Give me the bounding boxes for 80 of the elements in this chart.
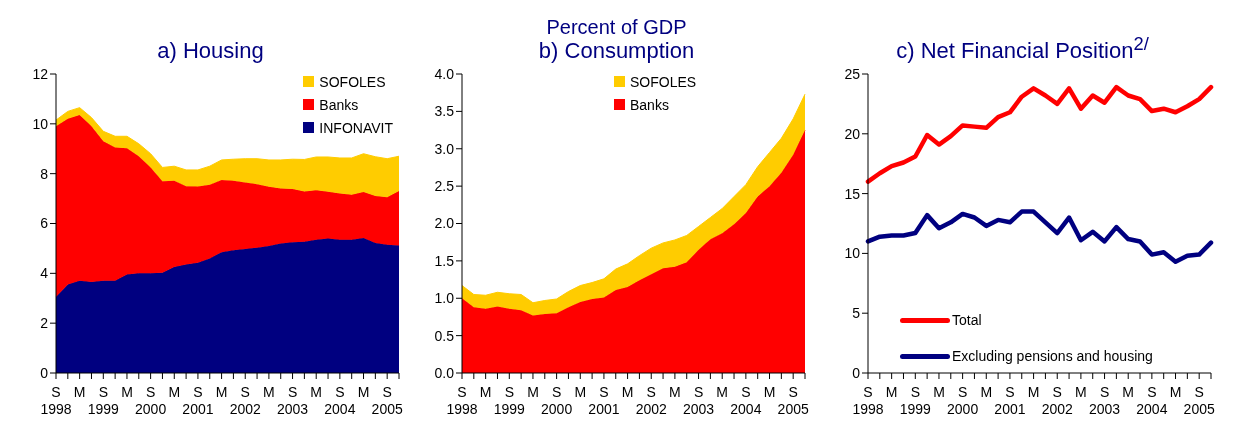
x-tick-label: S 2004 (730, 384, 762, 417)
x-tick-label: M (263, 384, 275, 400)
x-tick-label: M (1027, 384, 1040, 400)
x-tick-label: M (357, 384, 370, 400)
x-tick-label: S 2004 (1136, 384, 1168, 417)
chart-title: a) Housing (156, 38, 265, 64)
x-tick-label: M (763, 384, 776, 400)
y-tick-label: 3.5 (434, 103, 455, 120)
x-tick-label: S 1999 (87, 384, 120, 417)
x-tick-label: M (1169, 384, 1182, 400)
y-tick-label: 0.0 (434, 364, 455, 381)
x-tick-label: M (574, 384, 587, 400)
y-tick-label: 15 (844, 185, 861, 202)
x-tick-label: S 2001 (994, 384, 1026, 417)
x-tick-label: S 2005 (371, 384, 403, 417)
y-tick-label: 12 (32, 65, 49, 82)
y-tick-label: 10 (32, 115, 49, 132)
x-tick-label: S 2002 (635, 384, 668, 417)
text: Percent of GDP (545, 16, 688, 38)
y-tick-label: 3.0 (434, 140, 455, 157)
x-tick-label: S 1999 (493, 384, 526, 417)
chart-title: b) Consumption (537, 38, 696, 64)
x-tick-label: M (121, 384, 133, 400)
legend-label: Excluding pensions and housing (952, 348, 1153, 364)
x-tick-label: M (527, 384, 539, 400)
x-tick-label: S 1999 (899, 384, 932, 417)
y-tick-label: 8 (40, 165, 49, 182)
x-tick-label: M (215, 384, 228, 400)
x-tick-label: S 2005 (777, 384, 809, 417)
x-tick-label: M (621, 384, 634, 400)
y-tick-label: 6 (40, 215, 49, 232)
x-tick-label: S 2001 (588, 384, 620, 417)
y-tick-label: 0 (40, 364, 49, 381)
legend-label: Total (952, 312, 982, 328)
y-tick-label: 2 (40, 315, 49, 332)
y-tick-label: 5 (852, 305, 861, 322)
y-tick-label: 4 (40, 265, 49, 282)
x-tick-label: S 2005 (1183, 384, 1215, 417)
x-tick-label: S 1998 (446, 384, 478, 417)
x-tick-label: S 2004 (324, 384, 356, 417)
x-tick-label: S 2000 (135, 384, 167, 417)
x-tick-label: M (73, 384, 86, 400)
x-tick-label: M (1122, 384, 1135, 400)
y-tick-label: 2.5 (434, 178, 455, 195)
x-tick-label: S 2000 (947, 384, 979, 417)
y-tick-label: 0.5 (434, 327, 455, 344)
y-tick-label: 4.0 (434, 65, 455, 82)
legend-label: INFONAVIT (319, 119, 393, 136)
x-tick-label: S 1998 (852, 384, 884, 417)
y-tick-label: 10 (844, 245, 861, 262)
legend-label: SOFOLES (319, 73, 386, 90)
x-tick-label: M (310, 384, 323, 400)
y-tick-label: 1.0 (434, 290, 455, 307)
x-tick-label: S 1998 (40, 384, 72, 417)
x-tick-label: M (669, 384, 681, 400)
y-tick-label: 2.0 (434, 215, 455, 232)
x-tick-label: M (885, 384, 898, 400)
chart-title: c) Net Financial Position$^{2/}$ (895, 31, 1150, 64)
x-tick-label: S 2002 (1041, 384, 1074, 417)
x-tick-label: M (933, 384, 945, 400)
legend-label: Banks (630, 96, 669, 113)
x-tick-label: S 2001 (182, 384, 214, 417)
x-tick-label: S 2003 (276, 384, 309, 417)
legend-label: Banks (319, 96, 359, 113)
x-tick-label: M (479, 384, 492, 400)
y-tick-label: 1.5 (434, 252, 455, 269)
x-tick-label: S 2003 (1088, 384, 1121, 417)
x-tick-label: M (168, 384, 181, 400)
y-tick-label: 25 (844, 65, 861, 82)
y-tick-label: 20 (844, 125, 861, 142)
line-series (865, 84, 1214, 184)
legend-label: SOFOLES (630, 73, 697, 90)
y-tick-label: 0 (852, 364, 861, 381)
x-tick-label: M (1075, 384, 1087, 400)
x-tick-label: S 2003 (682, 384, 715, 417)
x-tick-label: S 2002 (229, 384, 262, 417)
x-tick-label: M (980, 384, 993, 400)
x-tick-label: M (716, 384, 729, 400)
x-tick-label: S 2000 (541, 384, 573, 417)
line-series (865, 209, 1214, 265)
